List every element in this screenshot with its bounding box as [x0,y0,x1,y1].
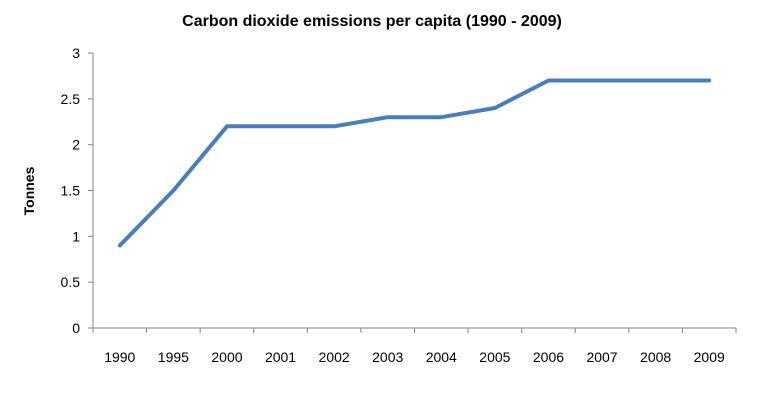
x-tick-label: 1995 [158,349,189,365]
x-tick-label: 2009 [694,349,725,365]
y-axis-ticks: 0 0.5 1 1.5 2 2.5 3 [61,45,93,336]
x-tick-label: 2008 [640,349,671,365]
y-tick-label: 0.5 [61,274,81,290]
y-tick-label: 1 [72,228,80,244]
x-tick-label: 1990 [104,349,135,365]
x-tick-label: 2006 [533,349,564,365]
y-tick-label: 2 [72,137,80,153]
series-line [117,78,712,248]
y-tick-label: 3 [72,45,80,61]
axes [92,53,736,329]
series-group [117,78,712,248]
x-tick-label: 2005 [479,349,510,365]
x-tick-label: 2007 [586,349,617,365]
chart-title: Carbon dioxide emissions per capita (199… [182,13,562,30]
x-tick-label: 2002 [319,349,350,365]
x-tick-label: 2003 [372,349,403,365]
y-tick-label: 1.5 [61,183,81,199]
x-tick-label: 2004 [426,349,457,365]
y-axis-label: Tonnes [21,166,37,215]
x-tick-label: 2000 [211,349,242,365]
y-tick-label: 0 [72,320,80,336]
x-tick-label: 2001 [265,349,296,365]
y-tick-label: 2.5 [61,91,81,107]
x-axis-ticks: 1990 1995 2000 2001 2002 2003 2004 2005 2006 2007… [92,328,737,365]
